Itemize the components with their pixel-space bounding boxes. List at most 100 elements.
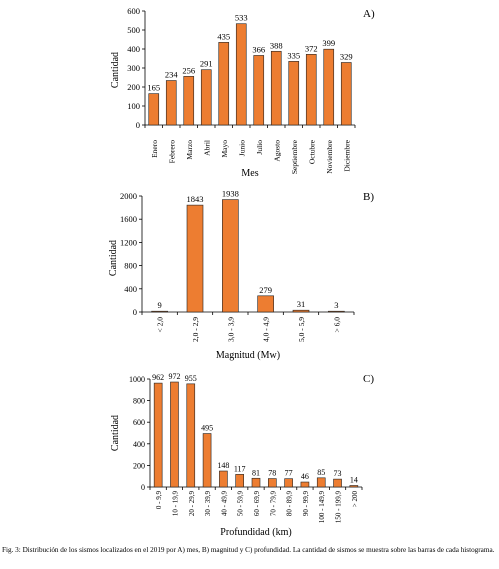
data-label: 495: [201, 424, 213, 433]
bar: [165, 80, 177, 126]
x-tick-label: Julio: [255, 140, 264, 155]
x-tick-label: 10 - 19,9: [171, 491, 179, 517]
data-label: 81: [252, 468, 260, 477]
bar: [151, 310, 168, 313]
x-tick-label: > 200: [351, 491, 359, 508]
x-tick-label: 60 - 69,9: [253, 491, 261, 517]
bar: [288, 61, 300, 126]
bar: [268, 478, 277, 488]
x-tick-label: Enero: [150, 140, 159, 158]
bar: [170, 381, 179, 488]
data-label: 85: [317, 468, 325, 477]
data-label: 1938: [222, 189, 239, 199]
x-tick-label: 20 - 29,9: [188, 491, 196, 517]
bar: [284, 478, 293, 488]
bar: [235, 474, 244, 488]
y-tick-label: 200: [133, 461, 145, 470]
x-tick-label: > 6,0: [332, 317, 341, 333]
data-label: 256: [182, 65, 195, 75]
data-label: 3: [334, 300, 338, 310]
data-label: 9: [158, 300, 162, 310]
panel-label: C): [363, 373, 374, 385]
bar: [202, 433, 212, 488]
bar: [218, 42, 230, 126]
y-tick-label: 300: [127, 63, 140, 73]
y-tick-label: 400: [133, 440, 145, 449]
y-tick-label: 1000: [129, 375, 145, 384]
bar: [270, 50, 282, 126]
x-tick-label: 5,0 - 5,9: [297, 317, 306, 342]
x-tick-label: 100 - 149,9: [318, 491, 326, 524]
x-axis-title: Magnitud (Mw): [216, 350, 280, 361]
data-label: 234: [165, 70, 179, 80]
data-label: 388: [270, 40, 283, 50]
bar: [305, 54, 317, 126]
x-tick-label: < 2,0: [156, 317, 165, 333]
y-tick-label: 500: [127, 25, 140, 35]
bar: [148, 93, 160, 126]
panel-label: B): [363, 191, 374, 203]
y-tick-label: 0: [141, 483, 145, 492]
x-tick-label: 40 - 49,9: [220, 491, 228, 517]
y-axis-title: Cantidad: [108, 240, 119, 276]
data-label: 279: [259, 285, 272, 295]
bar: [328, 310, 345, 313]
data-label: 1843: [187, 194, 204, 204]
bar: [349, 485, 359, 488]
x-tick-label: Diciembre: [342, 139, 351, 171]
x-axis-title: Profundidad (km): [220, 527, 291, 538]
y-tick-label: 400: [127, 44, 140, 54]
bar: [340, 62, 352, 126]
bar: [186, 204, 204, 313]
data-label: 77: [285, 469, 293, 478]
chart-panel-c: 0 200 400 600 800 1000 962 0 - 9,9 972 10 - 19,9 9…: [110, 372, 374, 538]
bar: [153, 382, 163, 488]
figure-caption: Fig. 3: Distribución de los sismos local…: [2, 546, 495, 554]
data-label: 31: [297, 299, 306, 309]
y-tick-label: 600: [133, 418, 145, 427]
bar: [257, 295, 274, 313]
data-label: 962: [152, 373, 164, 382]
chart-panel-a: 0 100 200 300 400 500 600 165 Enero 234 Febrero 256…: [110, 6, 375, 179]
data-label: 399: [322, 38, 335, 48]
x-tick-label: 150 - 199,9: [335, 491, 343, 524]
x-tick-label: Septiembre: [290, 139, 299, 174]
x-tick-label: 4,0 - 4,9: [262, 317, 271, 342]
data-label: 78: [268, 469, 276, 478]
data-label: 329: [340, 51, 353, 61]
panel-label: A): [363, 8, 375, 20]
x-tick-label: Octubre: [307, 139, 316, 164]
bar: [253, 55, 265, 126]
data-label: 435: [217, 31, 230, 41]
y-tick-label: 200: [127, 82, 140, 92]
x-tick-label: Agosto: [272, 140, 281, 162]
data-label: 46: [301, 472, 309, 481]
y-tick-label: 0: [136, 120, 140, 130]
y-tick-label: 1600: [120, 214, 137, 224]
data-label: 972: [168, 372, 180, 381]
bar: [300, 481, 310, 488]
bar: [316, 477, 326, 488]
x-tick-label: Abril: [202, 140, 211, 156]
x-tick-label: 50 - 59,9: [237, 491, 245, 517]
data-label: 73: [334, 469, 342, 478]
y-tick-label: 600: [127, 6, 140, 16]
data-label: 955: [185, 374, 197, 383]
data-label: 165: [147, 83, 160, 93]
x-tick-label: Mayo: [220, 140, 229, 158]
y-axis-title: Cantidad: [110, 52, 121, 88]
data-label: 291: [200, 59, 213, 69]
x-tick-label: Marzo: [185, 140, 194, 160]
y-tick-label: 0: [133, 307, 137, 317]
bar: [222, 199, 239, 313]
data-label: 14: [350, 475, 358, 484]
x-tick-label: 30 - 39,9: [204, 491, 212, 517]
data-label: 366: [252, 44, 265, 54]
data-label: 335: [287, 50, 300, 60]
bar: [251, 477, 261, 488]
chart-panel-b: 0 400 800 1200 1600 2000 9 < 2,0 1843 2,0 - 2,9 19…: [108, 189, 374, 361]
bar: [235, 23, 247, 126]
y-tick-label: 100: [127, 101, 140, 111]
bar: [186, 383, 196, 488]
